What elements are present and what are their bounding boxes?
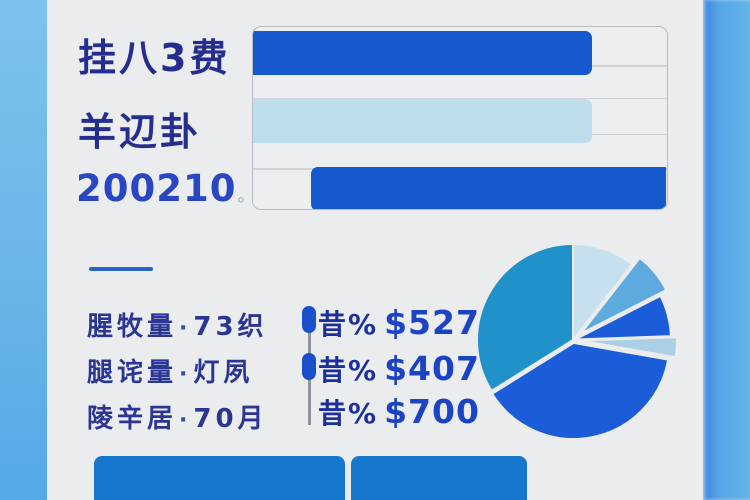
slider-handle-1[interactable]: [302, 306, 316, 333]
metric-row-3: 昔% $700: [318, 392, 480, 432]
metric-value: $700: [384, 392, 480, 431]
dot-separator: ·: [179, 408, 192, 433]
stat-label: 陵辛居: [87, 404, 178, 434]
pie-slice-3: [574, 294, 672, 341]
footer-button-secondary[interactable]: [351, 456, 527, 500]
bar-chart-gridline: [253, 97, 667, 100]
pie-slice-4: [580, 336, 678, 359]
pie-slice-2: [579, 256, 668, 335]
pie-slice-6: [476, 242, 574, 393]
stat-row-2: 腿诧量·灯夙: [87, 352, 253, 389]
title-line-1: 挂八3费: [78, 36, 231, 80]
bar-chart-panel: [252, 26, 668, 210]
section-divider: [89, 267, 153, 271]
metric-prefix: 昔%: [318, 308, 379, 341]
dot-separator: ·: [179, 316, 192, 341]
stat-value: 70月: [193, 404, 268, 434]
stat-value: 灯夙: [193, 358, 254, 388]
metric-prefix: 昔%: [318, 354, 379, 387]
footer-button-primary[interactable]: [94, 456, 345, 500]
pie-chart-svg: [476, 242, 678, 440]
stat-label: 腥牧量: [87, 312, 178, 342]
left-rail: [0, 0, 47, 500]
stat-value: 73织: [193, 312, 268, 342]
metric-prefix: 昔%: [318, 397, 379, 430]
stat-label: 腿诧量: [87, 358, 178, 388]
title-line-2: 羊辺卦: [78, 110, 202, 154]
bar-row-1: [253, 31, 592, 75]
dot-separator: ·: [179, 362, 192, 387]
header-number: 200210◦: [76, 167, 246, 210]
pie-chart: [464, 232, 682, 450]
stat-row-3: 陵辛居·70月: [87, 398, 268, 435]
right-rail: [703, 0, 750, 500]
header-number-text: 200210: [76, 167, 237, 210]
bar-row-2: [253, 99, 592, 143]
stat-row-1: 腥牧量·73织: [87, 306, 268, 343]
bar-row-3: [310, 167, 666, 209]
metric-row-1: 昔% $527P: [318, 303, 505, 343]
header-number-suffix: ◦: [236, 193, 247, 209]
pie-slice-5: [490, 341, 670, 440]
slider-handle-2[interactable]: [302, 353, 316, 380]
